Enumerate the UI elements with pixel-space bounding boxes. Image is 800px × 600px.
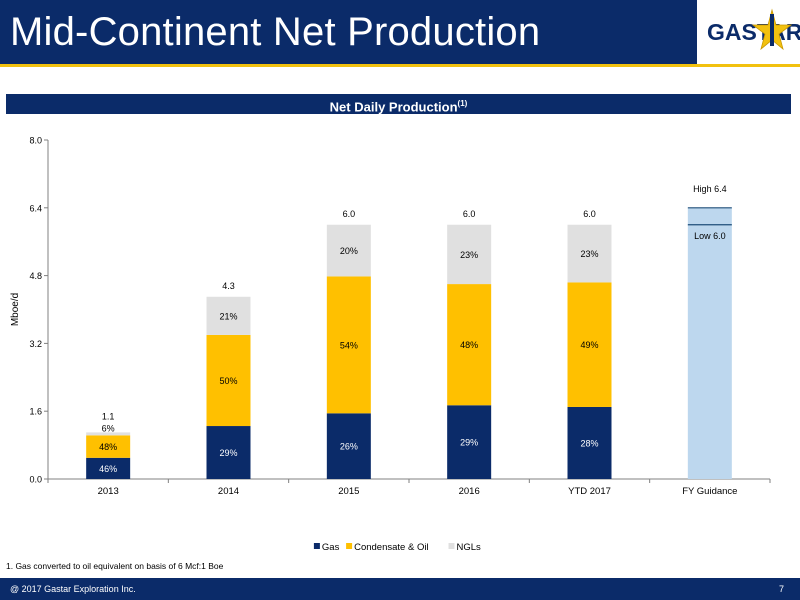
y-tick-label: 3.2 [29,339,42,349]
total-label: 6.0 [463,209,476,219]
total-label: 6.0 [343,209,356,219]
section-title-bar: Net Daily Production(1) [6,94,791,114]
footer-bar: @ 2017 Gastar Exploration Inc. 7 [0,578,800,600]
x-tick-label: 2016 [459,486,480,497]
total-label: 6.0 [583,209,596,219]
data-label-gas: 28% [580,438,598,448]
footnote: 1. Gas converted to oil equivalent on ba… [6,561,224,571]
data-label-condensate-oil: 54% [340,340,358,350]
x-tick-label: FY Guidance [682,486,737,497]
bar-gas [86,457,131,479]
bar-condensate-oil [326,276,371,414]
logo-graphic: GASTAR [707,8,800,51]
legend-swatch [313,543,320,549]
logo-text: GASTAR [707,19,800,45]
y-tick-label: 8.0 [29,136,42,146]
logo-derrick-icon [770,14,774,46]
bar-gas [567,406,612,479]
y-axis-label: Mboe/d [10,293,21,326]
bar-ngls [447,224,492,285]
data-label-condensate-oil: 48% [460,340,478,350]
bar-ngls [567,224,612,283]
data-label-ngls: 23% [580,249,598,259]
data-label-condensate-oil: 50% [219,376,237,386]
bar-ngls [86,432,131,436]
data-label-gas: 29% [219,448,237,458]
legend-entry: Gas [322,542,340,553]
bar-condensate-oil [447,284,492,406]
guidance-high-label: High 6.4 [693,184,727,194]
data-label-ngls: 21% [219,311,237,321]
data-label-gas: 29% [460,438,478,448]
bar-ngls [206,296,251,335]
bar-gas [447,405,492,479]
bar-gas [326,413,371,479]
gastar-logo: GASTAR [697,0,800,64]
section-title: Net Daily Production [329,99,458,115]
y-tick-label: 4.8 [29,271,42,281]
bar-ngls [326,224,371,277]
data-label-gas: 46% [99,464,117,474]
slide-title: Mid-Continent Net Production [10,10,541,54]
x-tick-label: YTD 2017 [568,486,611,497]
legend-entry: Condensate & Oil [354,542,428,553]
y-tick-label: 1.6 [29,407,42,417]
total-label: 4.3 [222,281,235,291]
data-label-gas: 26% [340,442,358,452]
legend-swatch [346,543,353,549]
bar-fy-guidance [687,207,732,480]
bar-gas [206,426,251,479]
title-bar: Mid-Continent Net Production [0,0,697,64]
x-tick-label: 2013 [98,486,119,497]
guidance-low-label: Low 6.0 [694,231,726,241]
data-label-condensate-oil: 48% [99,442,117,452]
data-label-condensate-oil: 49% [580,340,598,350]
y-tick-label: 0.0 [29,475,42,485]
legend-swatch [448,543,455,549]
page-number: 7 [778,584,784,594]
bar-condensate-oil [206,334,251,427]
total-label: 1.1 [102,411,115,421]
y-tick-label: 6.4 [29,203,42,213]
x-tick-label: 2015 [338,486,359,497]
section-title-footnote-marker: (1) [457,99,468,108]
bar-condensate-oil [86,435,131,458]
bar-condensate-oil [567,282,612,407]
copyright-text: @ 2017 Gastar Exploration Inc. [10,584,136,594]
x-tick-label: 2014 [218,486,239,497]
data-label-ngls: 20% [340,246,358,256]
header-accent-line [0,64,800,67]
legend-entry: NGLs [457,542,482,553]
data-label-ngls: 6% [102,423,115,433]
production-chart: 0.0 1.6 3.2 4.8 6.4 8.0 Mboe/d 2013 2014 2015 2016… [10,136,771,553]
data-label-ngls: 23% [460,250,478,260]
